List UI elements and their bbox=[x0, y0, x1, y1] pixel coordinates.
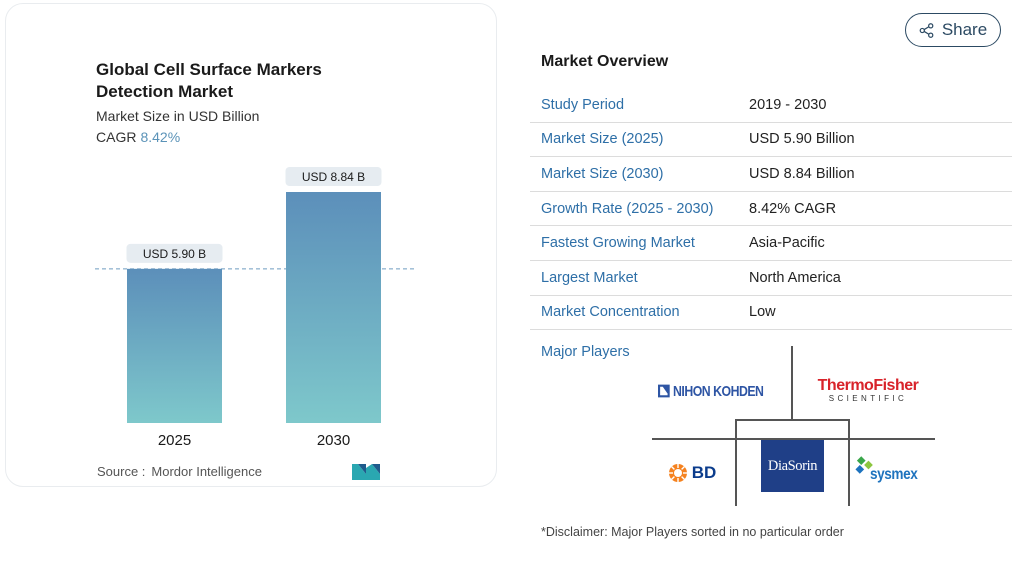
overview-row: Largest Market North America bbox=[530, 261, 1012, 296]
sysmex-logo: sysmex bbox=[854, 450, 926, 490]
grid-divider bbox=[791, 346, 793, 419]
mordor-intelligence-logo-icon bbox=[352, 464, 380, 480]
grid-divider bbox=[735, 419, 849, 421]
overview-table: Study Period 2019 - 2030 Market Size (2025… bbox=[530, 88, 1012, 331]
bd-sun-icon bbox=[668, 464, 687, 482]
bar-2030 bbox=[286, 192, 381, 423]
overview-key: Largest Market bbox=[541, 269, 638, 286]
x-tick-label: 2030 bbox=[317, 432, 350, 449]
bar-chart: USD 5.90 B 2025 USD 8.84 B 2030 bbox=[95, 167, 416, 449]
grid-divider bbox=[735, 419, 737, 506]
overview-value: North America bbox=[749, 269, 841, 286]
overview-row: Fastest Growing Market Asia-Pacific bbox=[530, 226, 1012, 261]
overview-value: Low bbox=[749, 304, 776, 321]
cagr-row: CAGR 8.42% bbox=[96, 129, 180, 145]
source-name: Mordor Intelligence bbox=[151, 464, 262, 479]
data-label: USD 5.90 B bbox=[143, 247, 206, 261]
overview-key: Market Size (2025) bbox=[541, 131, 664, 148]
source-line: Source : Mordor Intelligence bbox=[97, 464, 262, 479]
sysmex-leaf-icon bbox=[855, 456, 873, 474]
grid-divider bbox=[652, 438, 935, 440]
major-players-title: Major Players bbox=[541, 344, 630, 360]
chart-title: Global Cell Surface Markers Detection Ma… bbox=[96, 60, 322, 101]
disclaimer: *Disclaimer: Major Players sorted in no … bbox=[541, 525, 844, 539]
overview-value: 8.42% CAGR bbox=[749, 200, 837, 217]
overview-row: Study Period 2019 - 2030 bbox=[530, 88, 1012, 123]
overview-key: Growth Rate (2025 - 2030) bbox=[541, 200, 714, 217]
overview-title: Market Overview bbox=[541, 53, 669, 70]
chart-card: Global Cell Surface Markers Detection Ma… bbox=[5, 3, 497, 487]
nihon-kohden-mark-icon bbox=[658, 384, 670, 398]
share-button[interactable]: Share bbox=[905, 13, 1001, 47]
overview-value: USD 5.90 Billion bbox=[749, 131, 855, 148]
overview-row: Market Size (2030) USD 8.84 Billion bbox=[530, 157, 1012, 192]
cagr-value: 8.42% bbox=[140, 129, 181, 145]
overview-row: Market Size (2025) USD 5.90 Billion bbox=[530, 123, 1012, 158]
overview-key: Study Period bbox=[541, 96, 625, 113]
overview-value: Asia-Pacific bbox=[749, 235, 825, 252]
major-players-grid: NIHON KOHDEN ThermoFisher SCIENTIFIC BD … bbox=[650, 346, 935, 506]
sysmex-text: sysmex bbox=[870, 466, 918, 483]
diasorin-text: DiaSorin bbox=[767, 457, 818, 474]
x-tick-label: 2025 bbox=[158, 432, 191, 449]
bd-logo: BD bbox=[662, 458, 722, 488]
nihon-kohden-logo: NIHON KOHDEN bbox=[658, 376, 783, 406]
grid-divider bbox=[848, 419, 850, 506]
overview-value: USD 8.84 Billion bbox=[749, 165, 855, 182]
thermo-fisher-sub: SCIENTIFIC bbox=[828, 394, 908, 403]
thermo-fisher-logo: ThermoFisher SCIENTIFIC bbox=[808, 376, 928, 406]
overview-key: Fastest Growing Market bbox=[541, 235, 695, 252]
bar-2025 bbox=[127, 268, 222, 423]
diasorin-logo: DiaSorin bbox=[761, 440, 824, 492]
data-label-bg bbox=[126, 243, 223, 263]
overview-row: Market Concentration Low bbox=[530, 296, 1012, 331]
data-label-bg bbox=[285, 167, 382, 186]
thermo-fisher-text: ThermoFisher bbox=[817, 377, 919, 394]
nihon-kohden-text: NIHON KOHDEN bbox=[672, 382, 764, 400]
bd-text: BD bbox=[691, 463, 717, 482]
overview-row: Growth Rate (2025 - 2030) 8.42% CAGR bbox=[530, 192, 1012, 227]
source-label: Source : bbox=[97, 464, 146, 479]
overview-key: Market Concentration bbox=[541, 304, 680, 321]
overview-key: Market Size (2030) bbox=[541, 165, 664, 182]
cagr-label: CAGR bbox=[96, 129, 137, 145]
data-label: USD 8.84 B bbox=[302, 170, 365, 184]
overview-value: 2019 - 2030 bbox=[749, 96, 827, 113]
share-icon bbox=[919, 22, 934, 38]
chart-subtitle: Market Size in USD Billion bbox=[96, 108, 260, 124]
share-label: Share bbox=[941, 20, 988, 39]
